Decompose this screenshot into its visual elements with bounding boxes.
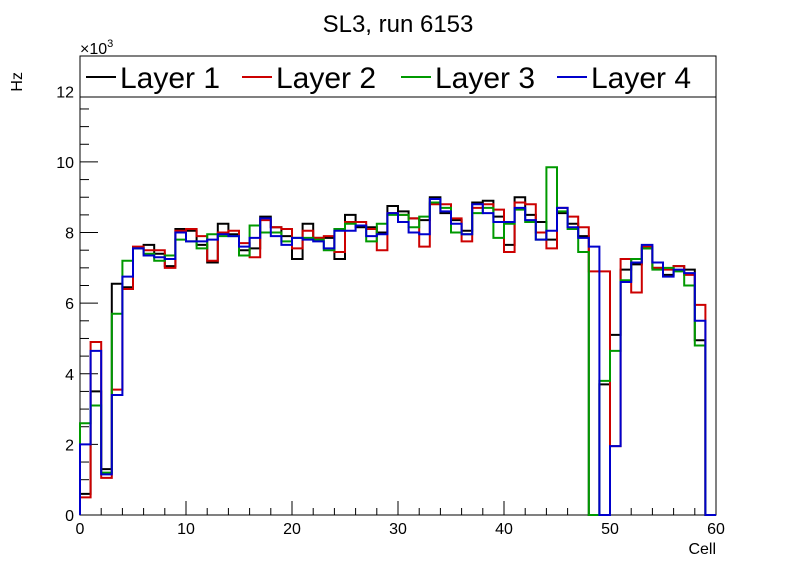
y-axis-exponent: ×103 <box>80 38 113 58</box>
series-line <box>79 197 716 516</box>
legend-label: Layer 4 <box>591 62 691 95</box>
series-layer <box>79 166 716 516</box>
y-tick-label: 12 <box>56 84 74 101</box>
x-tick-label: 40 <box>495 521 513 538</box>
y-axis-label: Hz <box>9 72 26 92</box>
y-tick-label: 2 <box>65 437 74 454</box>
y-tick-label: 8 <box>65 226 74 243</box>
legend-label: Layer 3 <box>435 62 535 95</box>
legend-label: Layer 2 <box>276 62 376 95</box>
legend: Layer 1 Layer 2 Layer 3 Layer 4 <box>79 55 717 98</box>
y-exponent-base: ×10 <box>80 41 107 58</box>
series-line <box>79 166 716 516</box>
y-tick-label: 6 <box>65 296 74 313</box>
legend-label: Layer 1 <box>120 62 220 95</box>
x-tick-label: 10 <box>177 521 195 538</box>
y-tick-label: 4 <box>65 367 74 384</box>
x-tick-label: 30 <box>389 521 407 538</box>
series-4 <box>79 197 716 516</box>
y-tick-label: 10 <box>56 155 74 172</box>
x-tick-label: 60 <box>707 521 725 538</box>
x-axis-label: Cell <box>688 541 716 558</box>
y-exponent-power: 3 <box>107 38 113 50</box>
chart-title: SL3, run 6153 <box>323 11 474 38</box>
x-tick-label: 20 <box>283 521 301 538</box>
x-tick-label: 50 <box>601 521 619 538</box>
series-3 <box>79 166 716 516</box>
legend-box <box>79 55 717 98</box>
axis-ticks: 0 10 20 30 40 50 60 0 2 4 6 8 10 12 <box>56 55 725 538</box>
x-tick-label: 0 <box>76 521 85 538</box>
y-tick-label: 0 <box>65 508 74 525</box>
